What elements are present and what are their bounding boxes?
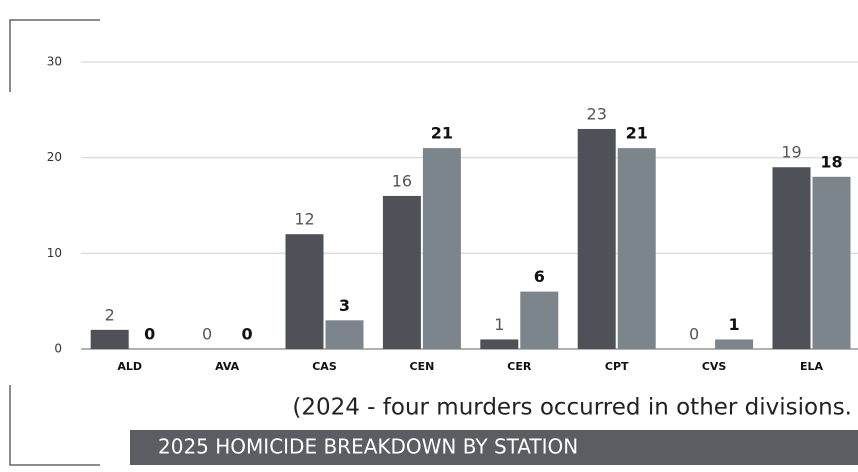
value-label: 16	[392, 171, 412, 190]
value-label: 1	[494, 315, 504, 334]
y-tick-label: 0	[54, 342, 62, 356]
bar	[90, 329, 129, 349]
x-tick-label: ALD	[117, 360, 142, 373]
value-label: 0	[242, 325, 253, 344]
x-tick-label: AVA	[215, 360, 240, 373]
bar	[520, 291, 559, 349]
bar	[422, 148, 461, 349]
value-label: 21	[431, 124, 453, 143]
x-tick-label: CAS	[312, 360, 337, 373]
value-label: 23	[587, 104, 607, 123]
bar	[812, 176, 851, 349]
value-label: 18	[820, 152, 842, 171]
value-label: 12	[294, 210, 314, 229]
bar	[285, 234, 324, 349]
bar	[382, 195, 421, 349]
value-label: 3	[339, 296, 350, 315]
value-label: 1	[729, 315, 740, 334]
x-tick-label: CEN	[410, 360, 435, 373]
banner	[130, 430, 858, 465]
x-tick-label: ELA	[800, 360, 824, 373]
caption: (2024 - four murders occurred in other d…	[292, 395, 852, 421]
x-tick-label: CPT	[605, 360, 629, 373]
banner-text: 2025 HOMICIDE BREAKDOWN BY STATION	[158, 435, 578, 459]
frame-corner-bottom	[9, 385, 100, 466]
bar	[772, 167, 811, 349]
value-label: 0	[689, 325, 699, 344]
y-tick-label: 20	[47, 150, 62, 164]
bar	[480, 339, 519, 349]
frame-corner-top	[9, 19, 100, 92]
x-tick-label: CVS	[702, 360, 727, 373]
bar	[325, 320, 364, 349]
bar	[577, 128, 616, 349]
value-label: 0	[202, 325, 212, 344]
value-label: 0	[144, 325, 155, 344]
value-label: 6	[534, 267, 545, 286]
bar	[715, 339, 754, 349]
bar	[617, 148, 656, 349]
value-label: 2	[105, 305, 115, 324]
value-label: 21	[626, 124, 648, 143]
y-tick-label: 10	[47, 246, 62, 260]
x-tick-label: CER	[507, 360, 532, 373]
value-label: 19	[781, 143, 801, 162]
y-tick-label: 30	[47, 55, 62, 69]
